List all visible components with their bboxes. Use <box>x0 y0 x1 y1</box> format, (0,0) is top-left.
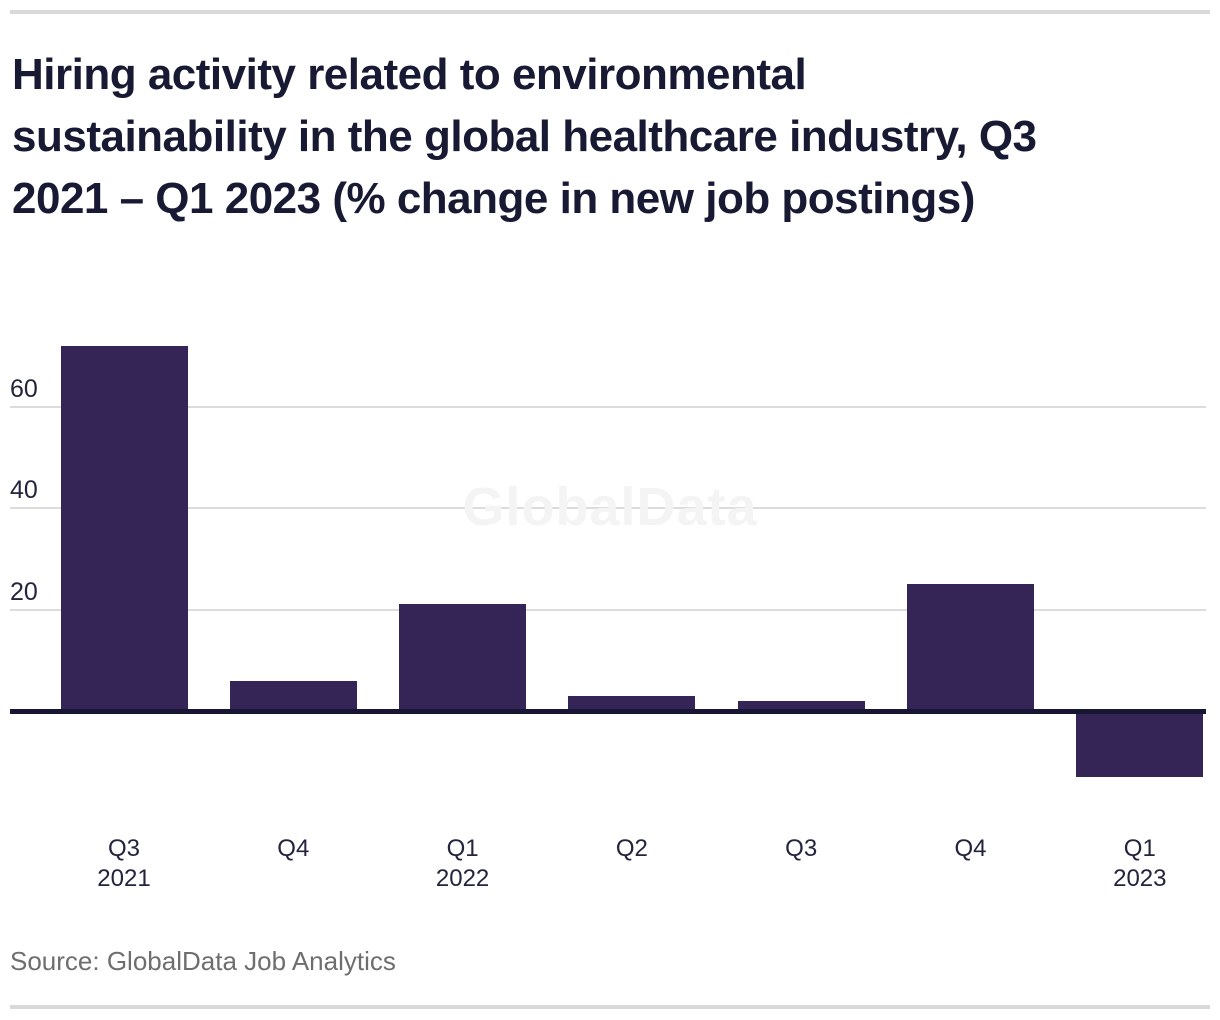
bar-q2-2022 <box>568 695 696 711</box>
bar-q3-2021 <box>60 345 188 711</box>
x-axis-label-line: Q1 <box>1123 835 1156 862</box>
x-axis-label-line: Q4 <box>277 835 310 862</box>
x-axis-label-line: Q3 <box>785 835 818 862</box>
bar-q4-2021 <box>229 680 357 711</box>
gridline-60 <box>10 405 1206 408</box>
y-axis-label-60: 60 <box>10 374 38 403</box>
bar-q1-2023 <box>1076 711 1204 777</box>
x-axis-label-q3-2022: Q3 <box>716 834 886 864</box>
gridline-20 <box>10 608 1206 611</box>
chart-title-line-1: Hiring activity related to environmental <box>12 50 807 99</box>
x-axis-label-line: 2023 <box>1113 865 1167 892</box>
x-axis-label-line: 2022 <box>435 865 490 892</box>
chart-title-line-3: 2021 – Q1 2023 (% change in new job post… <box>12 174 975 223</box>
x-axis-label-line: Q1 <box>446 835 479 862</box>
chart-title-line-2: sustainability in the global healthcare … <box>12 112 1037 161</box>
x-axis-label-q1-2023: Q1 2023 <box>1055 834 1220 894</box>
x-axis-label-q1-2022: Q1 2022 <box>378 834 548 894</box>
y-axis-label-20: 20 <box>10 577 38 606</box>
globaldata-watermark: GlobalData <box>462 477 758 537</box>
x-axis-label-q2-2022: Q2 <box>547 834 717 864</box>
bar-q4-2022 <box>907 584 1034 711</box>
x-axis-label-line: Q2 <box>615 835 648 862</box>
chart-title: Hiring activity related to environmental… <box>12 44 1207 230</box>
x-axis-label-line: Q3 <box>107 835 140 862</box>
x-axis-label-line: 2021 <box>97 865 151 892</box>
bottom-divider-rule <box>10 1005 1210 1009</box>
y-axis-label-40: 40 <box>10 476 38 504</box>
x-axis-label-q4-2022: Q4 <box>886 834 1056 864</box>
x-axis-zero-line <box>10 709 1206 714</box>
source-note: Source: GlobalData Job Analytics <box>10 946 396 976</box>
x-axis-label-q4-2021: Q4 <box>208 834 378 864</box>
top-divider-rule <box>10 10 1210 14</box>
bar-q1-2022 <box>399 604 527 711</box>
bar-q3-2022 <box>737 700 865 711</box>
gridline-40 <box>10 507 1206 509</box>
x-axis-label-q3-2021: Q3 2021 <box>39 834 209 894</box>
x-axis-label-line: Q4 <box>954 835 987 862</box>
